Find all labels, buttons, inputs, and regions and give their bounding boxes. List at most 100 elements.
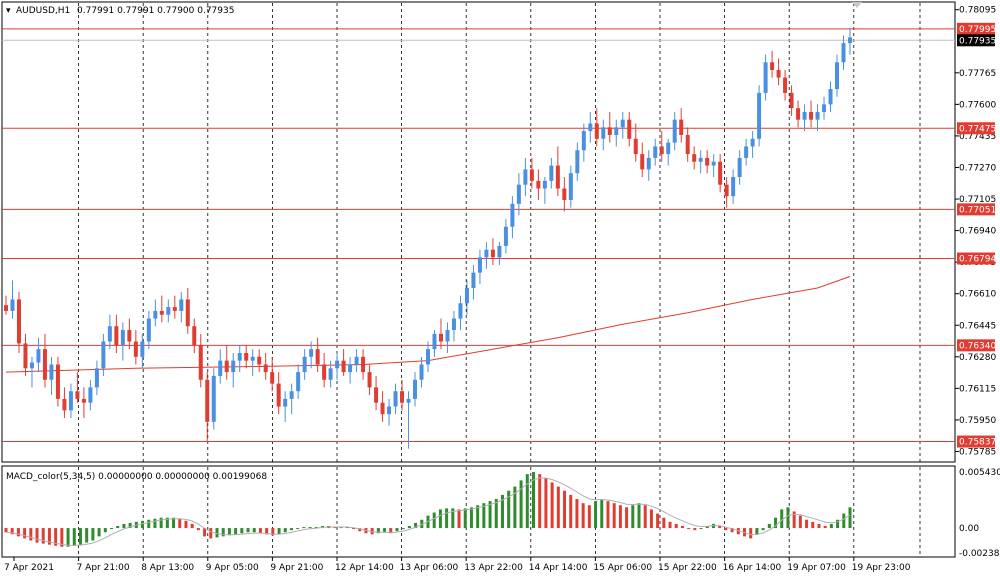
macd-bar xyxy=(724,528,728,531)
price-axis[interactable]: 0.78095 0.77765 0.77600 0.77435 0.77270 0.771… xyxy=(955,6,996,458)
macd-bar xyxy=(457,509,461,529)
macd-bar xyxy=(271,528,275,536)
candle-body xyxy=(796,108,801,120)
time-label: 7 Apr 2021 xyxy=(4,563,54,573)
candle-body xyxy=(776,69,781,78)
macd-bar xyxy=(358,528,362,532)
macd-bar xyxy=(234,528,238,535)
price-axis-label: 0.76280 xyxy=(959,353,996,363)
candle-body xyxy=(211,375,216,422)
candle-body xyxy=(763,62,768,93)
time-label: 19 Apr 07:00 xyxy=(787,563,846,573)
time-label: 16 Apr 14:00 xyxy=(723,563,782,573)
candle-body xyxy=(380,402,385,415)
moving-average-line xyxy=(5,276,851,373)
macd-pane[interactable]: MACD_color(5,34,5) 0.00000000 0.00000000… xyxy=(1,465,956,558)
macd-vertical-grid-lines xyxy=(78,467,921,556)
macd-bar xyxy=(643,505,647,529)
candle-body xyxy=(101,341,106,369)
candle-body xyxy=(620,119,625,128)
candle-body xyxy=(250,356,255,361)
candle-body xyxy=(309,349,314,357)
macd-bar xyxy=(190,523,194,529)
macd-bar xyxy=(352,528,356,530)
macd-bar xyxy=(370,528,374,535)
candle-body xyxy=(458,303,463,319)
macd-bar xyxy=(463,508,467,529)
candle-body xyxy=(387,406,392,415)
macd-bar xyxy=(85,528,89,543)
macd-bar xyxy=(66,528,70,547)
price-pane[interactable]: ▾ AUDUSD,H1 0.77991 0.77991 0.77900 0.77… xyxy=(1,1,956,463)
macd-bar xyxy=(389,528,393,534)
candle-body xyxy=(679,119,684,135)
macd-bar xyxy=(184,520,188,529)
macd-bar xyxy=(35,528,39,543)
candle-body xyxy=(224,360,229,373)
candle-body xyxy=(640,154,645,170)
macd-bar xyxy=(333,527,337,529)
price-level-tag xyxy=(957,203,995,216)
macd-bar xyxy=(420,519,424,529)
candle-body xyxy=(302,356,307,373)
time-label: 9 Apr 05:00 xyxy=(206,563,259,573)
macd-bar xyxy=(687,528,691,530)
macd-bar xyxy=(376,528,380,534)
time-axis[interactable]: 7 Apr 2021 7 Apr 21:00 8 Apr 13:00 9 Apr 05… xyxy=(4,557,911,573)
candle-body xyxy=(627,119,632,139)
candle-body xyxy=(672,119,677,143)
macd-bar xyxy=(383,528,387,533)
candle-body xyxy=(166,307,171,315)
candle-body xyxy=(218,360,223,376)
candle-body xyxy=(594,123,599,139)
macd-bar xyxy=(767,523,771,529)
candle-body xyxy=(244,352,249,361)
macd-bar xyxy=(296,528,300,530)
macd-bar xyxy=(699,528,703,530)
macd-bar xyxy=(314,527,318,529)
candle-body xyxy=(133,341,138,357)
macd-bar xyxy=(72,528,76,546)
macd-bar xyxy=(91,528,95,541)
macd-bar xyxy=(513,486,517,529)
horizontal-level-lines[interactable] xyxy=(2,28,955,443)
candle-body xyxy=(159,310,164,315)
candle-body xyxy=(783,77,788,93)
candle-body xyxy=(464,287,469,304)
macd-bar xyxy=(532,472,535,529)
symbol-dropdown-icon[interactable]: ▾ xyxy=(6,6,11,16)
macd-bar xyxy=(786,507,790,529)
candle-body xyxy=(49,364,54,380)
macd-axis: 0.0054303 0.00 -0.002382 xyxy=(959,468,1000,559)
scroll-marker-icon[interactable] xyxy=(852,2,862,8)
candle-body xyxy=(744,146,749,158)
price-axis-label: 0.77270 xyxy=(959,163,996,173)
candle-body xyxy=(555,165,560,189)
macd-bar xyxy=(445,508,449,529)
macd-bar xyxy=(761,528,765,531)
candle-body xyxy=(653,146,658,158)
candle-body xyxy=(568,173,573,200)
candle-body xyxy=(692,154,697,162)
macd-bar xyxy=(637,503,641,529)
candle-body xyxy=(68,391,73,411)
candle-body xyxy=(659,146,664,155)
macd-bar xyxy=(345,527,349,529)
candle-body xyxy=(140,341,145,357)
macd-bar xyxy=(668,521,672,529)
candle-body xyxy=(698,157,703,162)
time-label: 19 Apr 23:00 xyxy=(852,563,911,573)
candle-body xyxy=(451,318,456,331)
macd-bar xyxy=(525,474,529,529)
macd-bar xyxy=(246,528,250,533)
macd-bar xyxy=(165,517,169,529)
macd-bar xyxy=(544,478,548,529)
macd-bar xyxy=(606,501,610,529)
macd-bar xyxy=(159,517,163,529)
candle-body xyxy=(419,364,424,380)
macd-bar xyxy=(612,503,616,529)
candle-body xyxy=(484,249,489,258)
candle-body xyxy=(542,180,547,189)
current-price-label: 0.77935 xyxy=(959,36,996,46)
